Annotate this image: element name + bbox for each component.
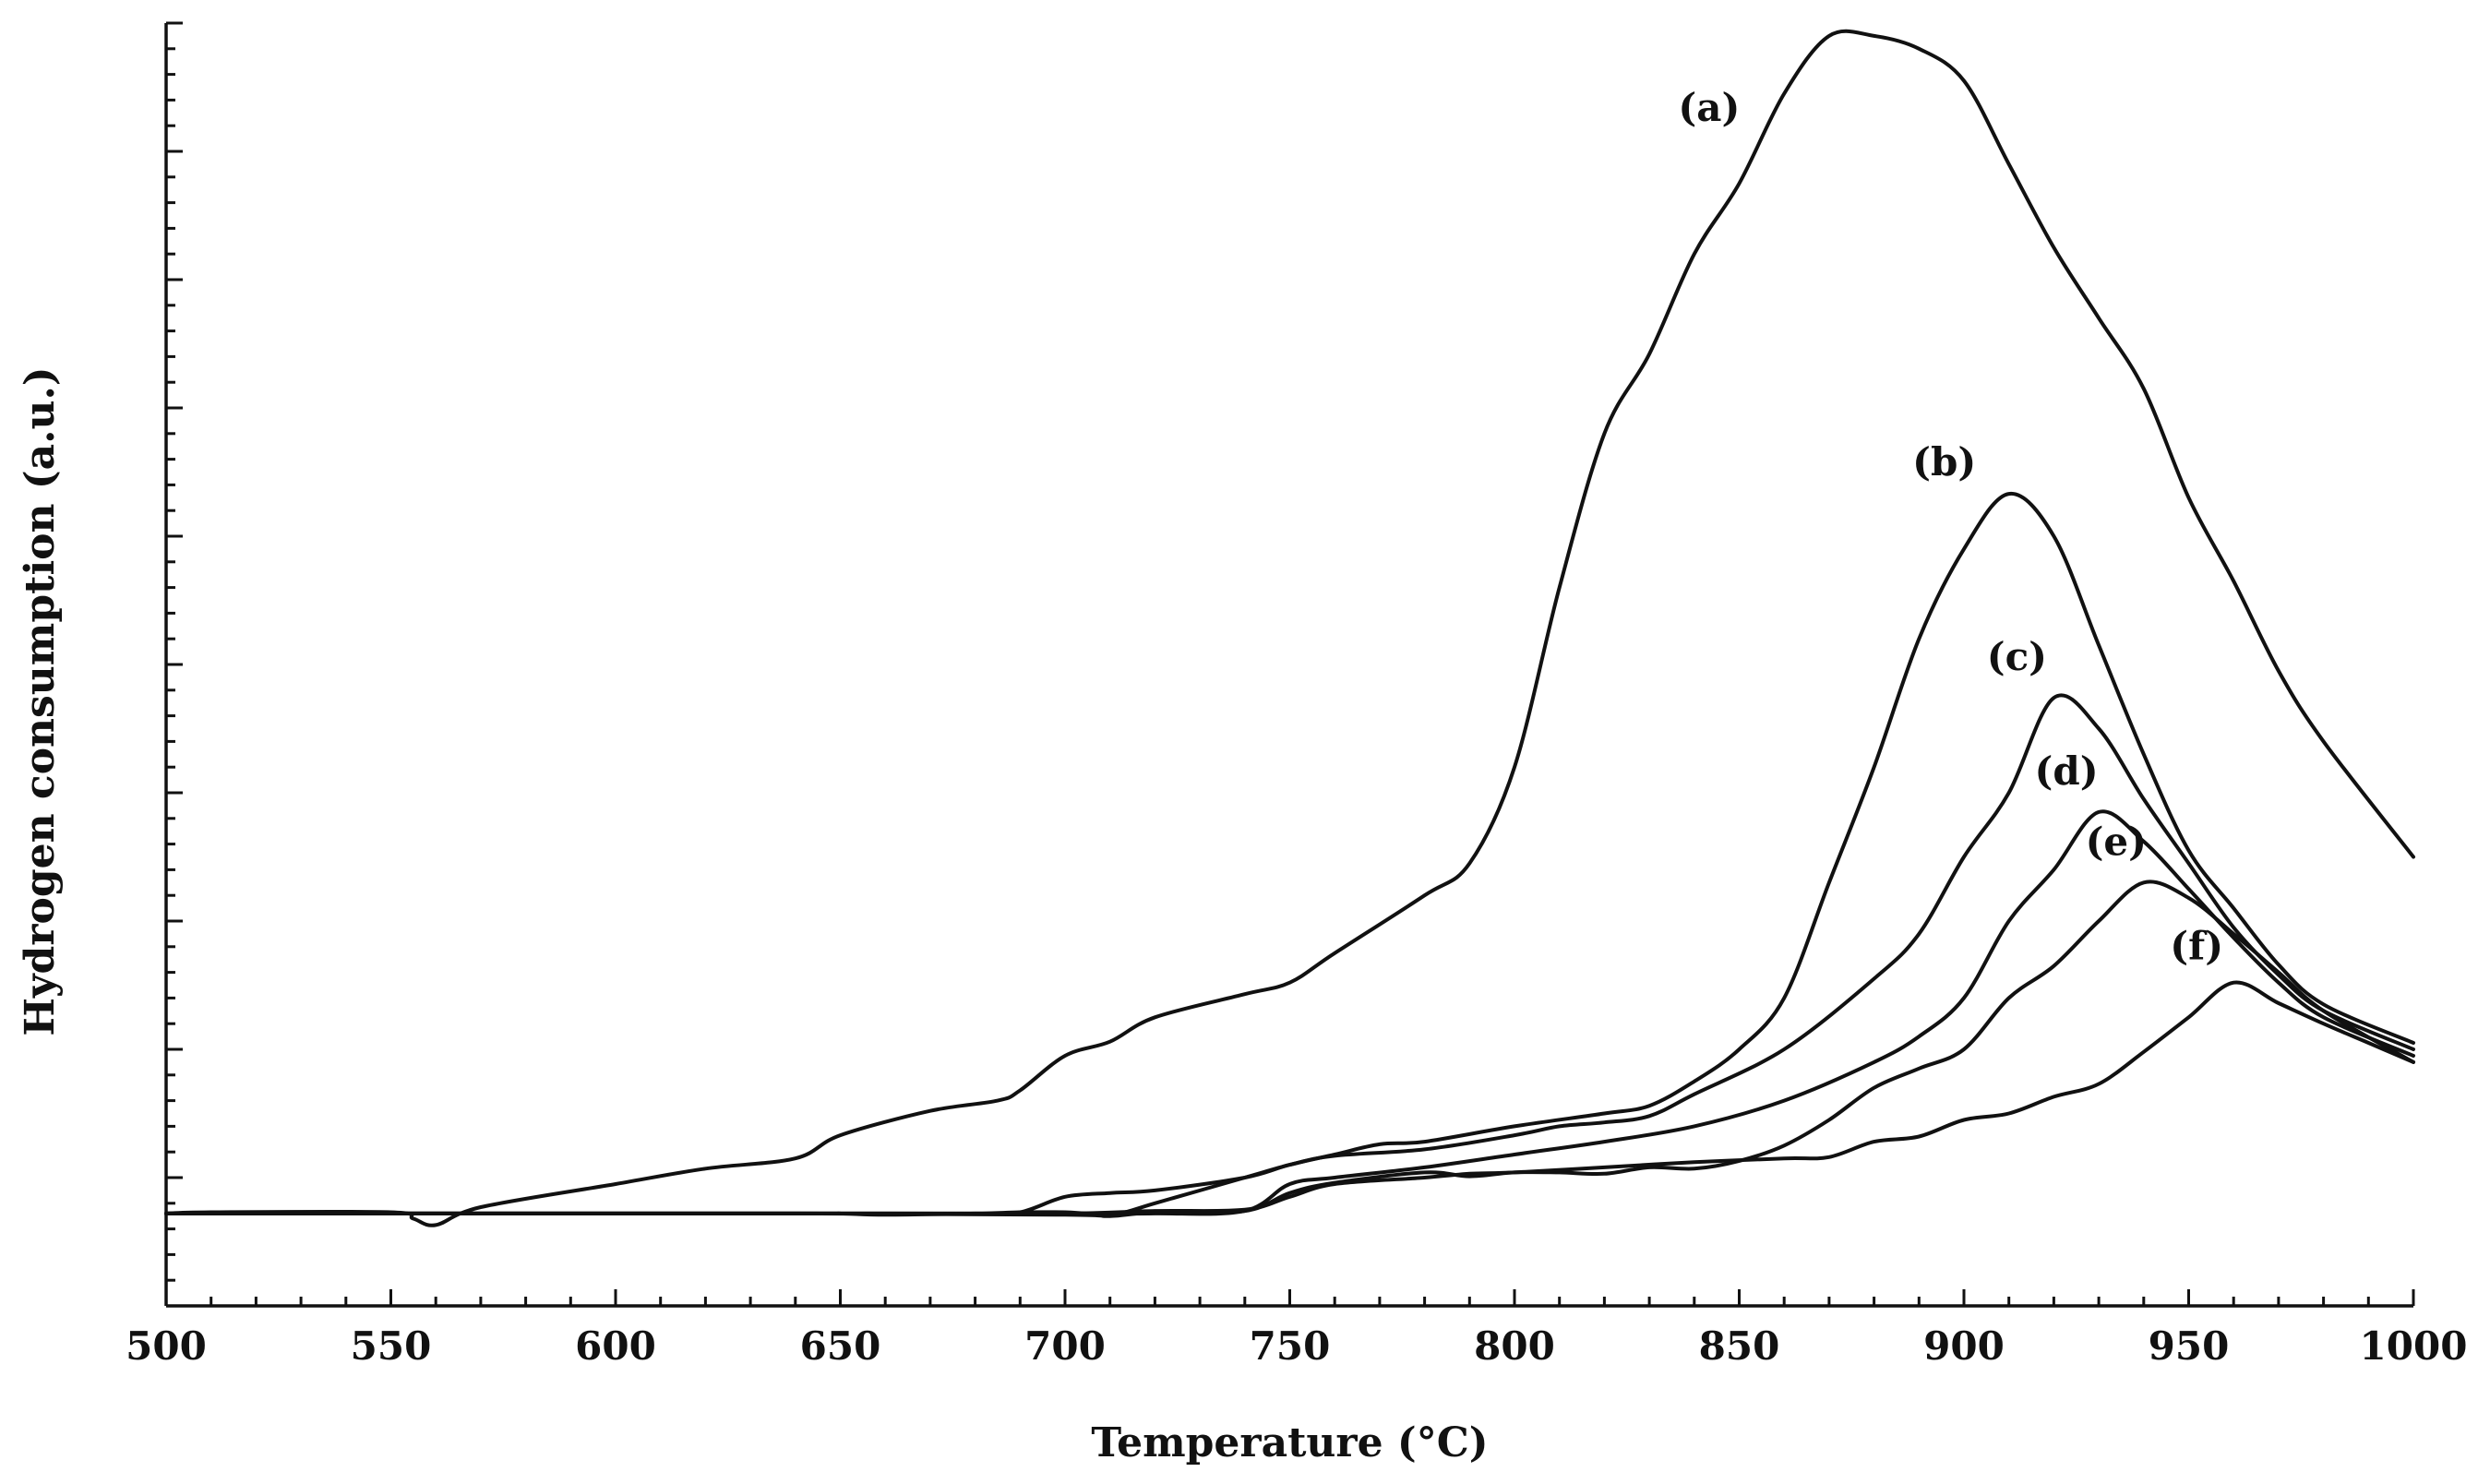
x-tick-label: 900 — [1923, 1323, 2005, 1369]
x-tick-label: 950 — [2149, 1323, 2230, 1369]
series-d-label: (d) — [2035, 748, 2099, 794]
x-tick-label: 500 — [126, 1323, 207, 1369]
axes — [164, 23, 2413, 1308]
series-e-label: (e) — [2086, 819, 2147, 864]
x-axis-title: Temperature (°C) — [1091, 1419, 1488, 1466]
x-tick-label: 700 — [1024, 1323, 1106, 1369]
series-a-line — [164, 29, 2415, 1227]
x-tick-label: 1000 — [2360, 1323, 2468, 1369]
x-tick-label: 600 — [575, 1323, 656, 1369]
x-tick-label: 650 — [800, 1323, 881, 1369]
series-b-line — [164, 492, 2415, 1217]
series-b-label: (b) — [1912, 439, 1976, 485]
series-a-label: (a) — [1678, 85, 1740, 130]
y-axis-title: Hydrogen consumption (a.u.) — [17, 366, 64, 1035]
series-c-label: (c) — [1987, 634, 2047, 679]
series-f-line — [164, 980, 2415, 1216]
x-tick-label: 750 — [1250, 1323, 1331, 1369]
x-tick-label: 850 — [1699, 1323, 1780, 1369]
x-tick-label: 800 — [1474, 1323, 1555, 1369]
series-d-line — [164, 809, 2415, 1216]
y-axis-ticks — [166, 21, 183, 1308]
series-group — [164, 29, 2415, 1227]
x-tick-label: 550 — [351, 1323, 432, 1369]
series-f-label: (f) — [2170, 924, 2223, 969]
x-axis-ticks: 500 550 600 650 700 750 800 850 900 950 1000 — [126, 1289, 2467, 1369]
series-labels: (a) (b) (c) (d) (e) (f) — [1678, 85, 2223, 969]
